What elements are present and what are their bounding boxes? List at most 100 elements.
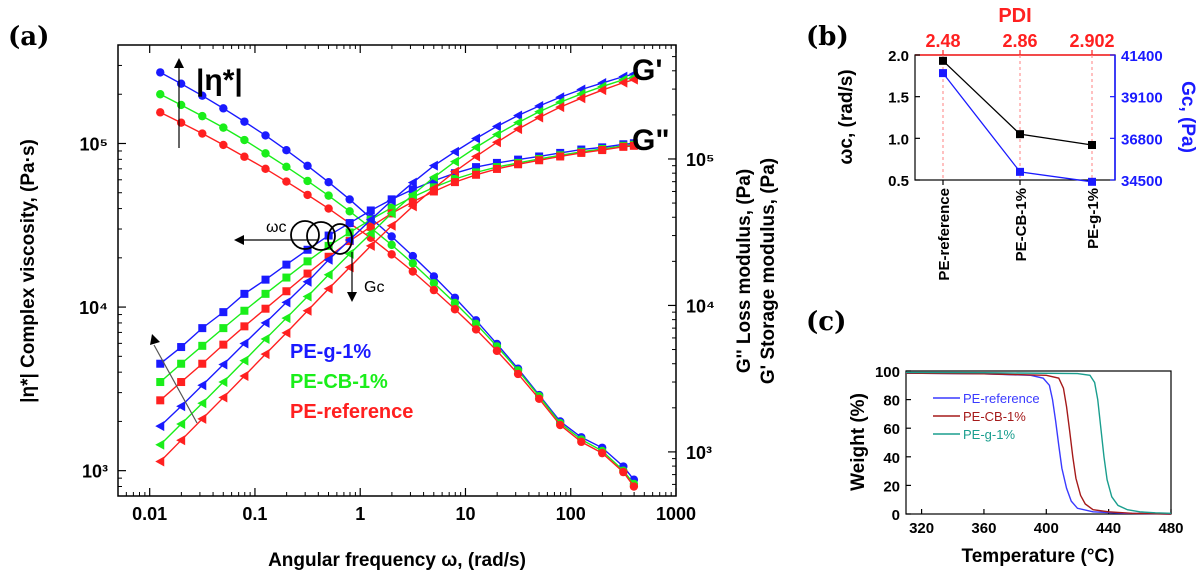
data-point-pe-cb-1--loss [387, 203, 396, 212]
data-point-pe-reference-eta [408, 267, 418, 276]
data-point-pe-reference-eta [629, 482, 639, 491]
data-point-pe-reference-loss [198, 359, 207, 368]
data-point-pe-g-1--storage [176, 401, 186, 412]
data-point-pe-g-1--storage [260, 317, 270, 328]
c-y-tick-label: 60 [883, 421, 900, 438]
c-x-tick-label: 480 [1158, 520, 1183, 537]
data-point-pe-g-1--eta [176, 79, 186, 88]
panel-a-x-axis-label: Angular frequency ω, (rad/s) [268, 550, 526, 571]
data-point-pe-cb-1--loss [198, 341, 207, 350]
data-point-pe-reference-storage [491, 137, 501, 148]
data-point-pe-cb-1--eta [345, 207, 354, 216]
data-point-pe-g-1--loss [492, 158, 501, 167]
data-point-pe-g-1--storage [449, 146, 459, 157]
c-y-tick-label: 0 [892, 507, 900, 524]
panel-c-chart: 320 360 400 440 480 0 20 40 60 80 100 Temperature … [848, 364, 1184, 567]
c-x-tick-label: 360 [971, 520, 996, 537]
panel-a-x-ticks: 0.01 0.1 1 10 100 1000 [125, 45, 696, 524]
data-point-pe-g-1--storage [365, 214, 375, 225]
data-point-pe-cb-1--storage [323, 269, 333, 280]
data-point-pe-reference-loss [535, 156, 544, 165]
crossover-circle-3 [327, 223, 353, 255]
x-tick-label: 1 [355, 504, 365, 524]
data-point-pe-reference-eta [198, 129, 207, 138]
data-point-pe-g-1--eta [387, 232, 396, 241]
b-right-tick-label: 36800 [1121, 131, 1163, 148]
legend-c-pe-reference: PE-reference [963, 391, 1040, 406]
storage-modulus-label: G' [632, 54, 662, 87]
b-data-point-gc [1088, 177, 1096, 186]
b-right-tick-label: 34500 [1121, 173, 1163, 190]
data-point-pe-g-1--eta [324, 177, 333, 187]
legend-c-pe-g: PE-g-1% [963, 427, 1015, 442]
legend-pe-cb: PE-CB-1% [290, 371, 388, 393]
data-point-pe-cb-1--storage [176, 419, 186, 430]
data-point-pe-reference-eta [324, 204, 333, 213]
x-tick-label: 10 [455, 504, 475, 524]
data-point-pe-reference-eta [387, 250, 396, 259]
data-point-pe-cb-1--storage [155, 439, 165, 450]
data-point-pe-reference-storage [239, 370, 249, 381]
data-point-pe-cb-1--storage [407, 189, 417, 200]
panel-b-right-axis-label: Gc, (Pa) [1177, 81, 1197, 153]
left-sweep-arrow-head [150, 334, 160, 345]
b-category-label: PE-reference [936, 188, 953, 281]
b-right-tick-label: 39100 [1121, 90, 1163, 107]
data-point-pe-cb-1--eta [387, 240, 396, 250]
series-line-pe-g-1--loss [159, 142, 634, 365]
panel-label-c: (c) [806, 307, 846, 337]
omega-c-arrow-head [234, 235, 244, 245]
data-point-pe-cb-1--eta [429, 278, 439, 288]
data-point-pe-reference-storage [260, 349, 270, 360]
panel-c-y-axis-label: Weight (%) [848, 393, 869, 491]
data-point-pe-g-1--eta [240, 117, 249, 126]
data-point-pe-reference-eta [513, 369, 523, 379]
b-data-point-omega-c [939, 56, 947, 65]
data-point-pe-g-1--eta [429, 272, 439, 281]
c-x-tick-label: 440 [1096, 520, 1121, 537]
data-point-pe-cb-1--storage [471, 142, 481, 153]
crossover-circle-2 [306, 221, 336, 251]
data-point-pe-reference-storage [197, 413, 207, 424]
y-left-tick-label: 10³ [82, 462, 108, 482]
c-x-tick-label: 400 [1034, 520, 1059, 537]
data-point-pe-reference-storage [534, 112, 544, 123]
data-point-pe-g-1--storage [197, 380, 207, 391]
data-point-pe-g-1--loss [219, 308, 228, 317]
data-point-pe-reference-storage [281, 327, 291, 338]
data-point-pe-cb-1--eta [156, 90, 165, 99]
data-point-pe-cb-1--storage [218, 377, 228, 388]
data-point-pe-reference-eta [282, 177, 291, 186]
data-point-pe-g-1--loss [303, 245, 312, 254]
data-point-pe-reference-loss [598, 146, 607, 155]
data-point-pe-reference-eta [176, 118, 186, 127]
data-point-pe-cb-1--eta [261, 149, 270, 158]
panel-b-chart: 2.48 2.86 2.902 0.5 1.0 1.5 2.0 34500 36800 39100… [836, 5, 1197, 281]
data-point-pe-g-1--storage [513, 110, 523, 121]
series-line-pe-cb-1--loss [159, 144, 634, 383]
panel-label-a: (a) [8, 22, 49, 52]
data-point-pe-reference-eta [156, 108, 165, 117]
c-y-tick-label: 40 [883, 450, 900, 467]
data-point-pe-g-1--loss [366, 206, 375, 215]
data-point-pe-reference-loss [366, 222, 375, 231]
data-point-pe-reference-eta [555, 420, 565, 430]
b-category-label: PE-CB-1% [1013, 188, 1030, 261]
data-point-pe-reference-eta [429, 285, 439, 295]
data-point-pe-g-1--eta [303, 161, 312, 171]
data-point-pe-cb-1--eta [450, 298, 460, 308]
data-point-pe-g-1--storage [281, 297, 291, 308]
y-right-tick-label: 10³ [686, 443, 712, 463]
data-point-pe-g-1--storage [155, 421, 165, 432]
data-point-pe-reference-loss [619, 142, 628, 151]
y-left-tick-label: 10⁵ [80, 134, 108, 154]
data-point-pe-cb-1--eta [408, 259, 418, 268]
data-point-pe-g-1--storage [323, 254, 333, 265]
data-point-pe-reference-eta [619, 467, 628, 477]
data-point-pe-cb-1--loss [282, 273, 291, 282]
panel-a-legend: PE-g-1% PE-CB-1% PE-reference [290, 341, 413, 423]
data-point-pe-g-1--eta [261, 131, 270, 140]
b-left-tick-label: 0.5 [888, 173, 909, 190]
data-point-pe-reference-loss [450, 178, 459, 187]
